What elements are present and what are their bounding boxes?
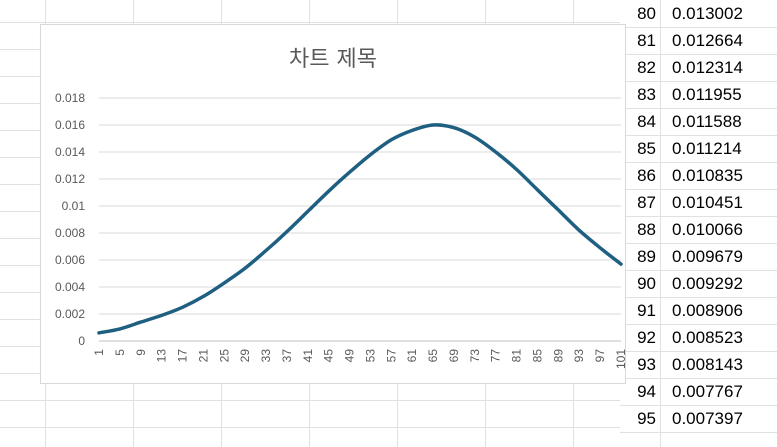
x-tick-label: 33	[259, 349, 273, 363]
table-row[interactable]: 92 0.008523	[620, 324, 777, 352]
x-tick-label: 53	[363, 349, 377, 363]
x-tick-label: 73	[468, 349, 482, 363]
x-tick-label: 45	[322, 349, 336, 363]
x-tick-label: 1	[92, 349, 106, 356]
x-tick-label: 13	[155, 349, 169, 363]
y-tick-label: 0.016	[55, 118, 85, 132]
x-tick-label: 17	[176, 349, 190, 363]
series-line	[97, 123, 623, 335]
y-tick-label: 0.006	[55, 253, 85, 267]
x-tick-label: 93	[572, 349, 586, 363]
x-tick-label: 29	[238, 349, 252, 363]
table-row[interactable]: 90 0.009292	[620, 270, 777, 298]
value-cell[interactable]: 0.010451	[672, 193, 743, 212]
value-cell[interactable]: 0.007397	[672, 409, 743, 428]
x-tick-label: 49	[343, 349, 357, 363]
chart-title[interactable]: 차트 제목	[289, 47, 377, 72]
y-tick-label: 0	[78, 334, 85, 348]
x-tick-label: 61	[405, 349, 419, 363]
table-row[interactable]: 86 0.010835	[620, 162, 777, 190]
table-row[interactable]: 80 0.013002	[620, 0, 777, 28]
value-cell[interactable]: 0.010066	[672, 220, 743, 239]
y-tick-label: 0.004	[55, 280, 85, 294]
table-row[interactable]: 88 0.010066	[620, 216, 777, 244]
table-row[interactable]: 81 0.012664	[620, 27, 777, 55]
value-cell[interactable]: 0.008523	[672, 328, 743, 347]
y-tick-label: 0.012	[55, 172, 85, 186]
table-row[interactable]: 82 0.012314	[620, 54, 777, 82]
table-row[interactable]: 83 0.011955	[620, 81, 777, 109]
x-tick-label: 65	[426, 349, 440, 363]
row-number-cell[interactable]: 89	[624, 246, 661, 270]
row-number-cell[interactable]: 86	[624, 165, 661, 189]
row-number-cell[interactable]: 93	[624, 354, 661, 378]
row-number-cell[interactable]: 84	[624, 111, 661, 135]
value-cell[interactable]: 0.008143	[672, 355, 743, 374]
x-tick-label: 69	[447, 349, 461, 363]
row-number-cell[interactable]: 85	[624, 138, 661, 162]
table-row[interactable]: 95 0.007397	[620, 405, 777, 433]
row-number-cell[interactable]: 83	[624, 84, 661, 108]
x-tick-label: 57	[384, 349, 398, 363]
table-row[interactable]: 85 0.011214	[620, 135, 777, 163]
value-cell[interactable]: 0.011588	[672, 112, 742, 131]
row-number-cell[interactable]: 95	[624, 408, 661, 432]
x-tick-label: 89	[551, 349, 565, 363]
value-cell[interactable]: 0.009679	[672, 247, 743, 266]
row-number-cell[interactable]: 80	[624, 3, 661, 27]
x-tick-label: 25	[217, 349, 231, 363]
row-number-cell[interactable]: 82	[624, 57, 661, 81]
x-tick-label: 97	[593, 349, 607, 363]
x-tick-label: 9	[134, 349, 148, 356]
x-tick-label: 77	[489, 349, 503, 363]
value-cell[interactable]: 0.011955	[672, 85, 742, 104]
x-tick-label: 81	[510, 349, 524, 363]
value-cell[interactable]: 0.009292	[672, 274, 743, 293]
y-tick-label: 0.018	[55, 91, 85, 105]
row-number-cell[interactable]: 90	[624, 273, 661, 297]
y-tick-label: 0.002	[55, 307, 85, 321]
value-cell[interactable]: 0.012314	[672, 58, 743, 77]
y-tick-label: 0.008	[55, 226, 85, 240]
value-cell[interactable]: 0.011214	[672, 139, 742, 158]
table-row[interactable]: 87 0.010451	[620, 189, 777, 217]
value-cell[interactable]: 0.007767	[672, 382, 743, 401]
value-cell[interactable]: 0.012664	[672, 31, 743, 50]
y-tick-label: 0.014	[55, 145, 85, 159]
table-row[interactable]: 94 0.007767	[620, 378, 777, 406]
table-row[interactable]: 91 0.008906	[620, 297, 777, 325]
x-tick-label: 21	[196, 349, 210, 363]
chart-plot: 0 0.002 0.004 0.006 0.008 0.01 0.012 0.014 0.016…	[55, 91, 625, 369]
row-number-cell[interactable]: 87	[624, 192, 661, 216]
value-cell[interactable]: 0.008906	[672, 301, 743, 320]
x-tick-label: 41	[301, 349, 315, 363]
table-row[interactable]: 89 0.009679	[620, 243, 777, 271]
value-cell[interactable]: 0.013002	[672, 4, 743, 23]
y-tick-label: 0.01	[62, 199, 86, 213]
row-number-cell[interactable]: 92	[624, 327, 661, 351]
table-row[interactable]: 93 0.008143	[620, 351, 777, 379]
value-cell[interactable]: 0.010835	[672, 166, 743, 185]
x-tick-label: 5	[113, 349, 127, 356]
table-row[interactable]: 84 0.011588	[620, 108, 777, 136]
row-number-cell[interactable]: 91	[624, 300, 661, 324]
sheet-columns: 80 0.013002 81 0.012664 82 0.012314 83 0.011955…	[620, 0, 777, 447]
row-number-cell[interactable]: 94	[624, 381, 661, 405]
row-number-cell[interactable]: 81	[624, 30, 661, 54]
x-tick-label: 101	[614, 349, 625, 369]
x-tick-label: 37	[280, 349, 294, 363]
chart[interactable]: 차트 제목 0 0.002 0.004 0.006 0.008 0.01 0.012 0.01…	[40, 24, 626, 384]
x-tick-label: 85	[530, 349, 544, 363]
row-number-cell[interactable]: 88	[624, 219, 661, 243]
